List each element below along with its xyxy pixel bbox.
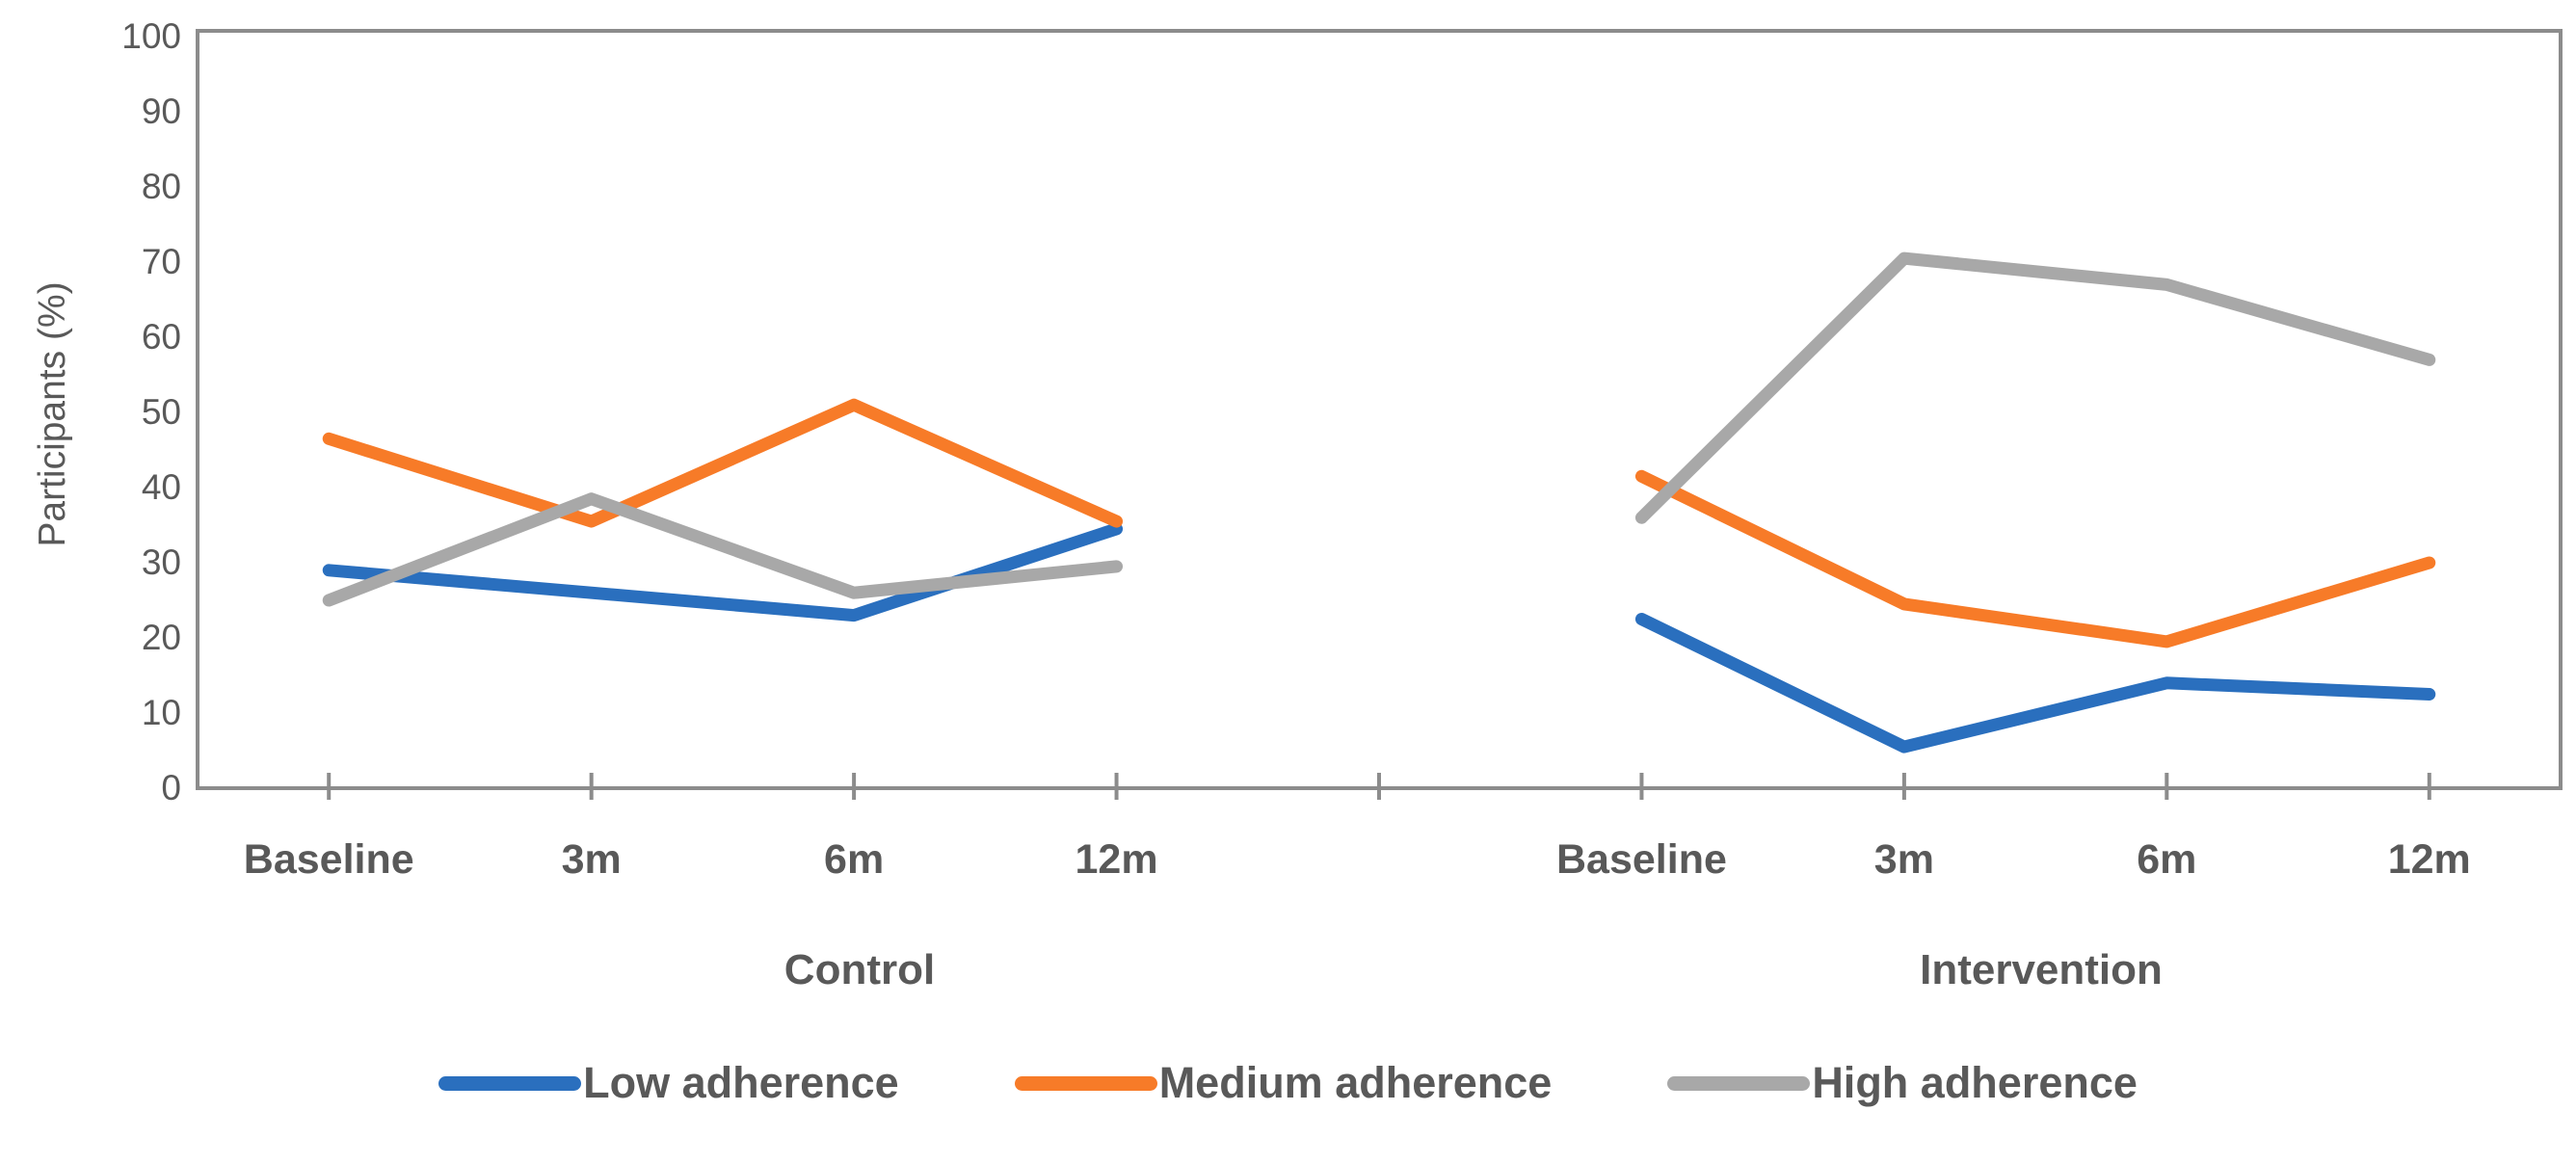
y-tick-label: 30 (141, 542, 181, 582)
series-line-medium-adherence (322, 398, 1124, 528)
legend-label: Low adherence (583, 1058, 899, 1107)
y-tick-label: 50 (141, 392, 181, 432)
legend-item: Medium adherence (1014, 1058, 1553, 1108)
legend-swatch-icon (438, 1075, 582, 1091)
series-line-high-adherence (1634, 251, 2436, 524)
group-label-intervention: Intervention (1920, 946, 2163, 993)
legend-item: Low adherence (438, 1058, 899, 1108)
x-category-label: 12m (2387, 836, 2471, 883)
chart-legend: Low adherence Medium adherence High adhere… (0, 1058, 2576, 1108)
group-label-control: Control (783, 946, 936, 993)
y-tick-label: 90 (141, 92, 181, 131)
x-category-label: 6m (824, 836, 885, 883)
y-tick-label: 10 (141, 693, 181, 732)
x-category-label: Baseline (1556, 836, 1727, 883)
x-category-label: 3m (561, 836, 622, 883)
legend-swatch-icon (1667, 1075, 1811, 1091)
y-tick-label: 40 (141, 467, 181, 507)
y-tick-label: 100 (121, 16, 181, 56)
y-tick-label: 60 (141, 317, 181, 357)
plot-border (196, 29, 2563, 790)
legend-label: Medium adherence (1158, 1058, 1553, 1107)
series-line-low-adherence (322, 522, 1124, 622)
x-category-label: 6m (2137, 836, 2197, 883)
legend-swatch-icon (1014, 1075, 1157, 1091)
x-category-label: 3m (1873, 836, 1934, 883)
x-category-label: 12m (1075, 836, 1158, 883)
x-category-label: Baseline (243, 836, 414, 883)
y-tick-label: 80 (141, 167, 181, 206)
series-line-low-adherence (1634, 613, 2436, 754)
legend-item: High adherence (1667, 1058, 2138, 1108)
legend-label: High adherence (1812, 1058, 2138, 1107)
series-line-high-adherence (322, 492, 1124, 607)
y-tick-label: 20 (141, 618, 181, 657)
y-tick-label: 70 (141, 242, 181, 281)
series-line-medium-adherence (1634, 469, 2436, 648)
y-tick-label: 0 (161, 768, 181, 807)
